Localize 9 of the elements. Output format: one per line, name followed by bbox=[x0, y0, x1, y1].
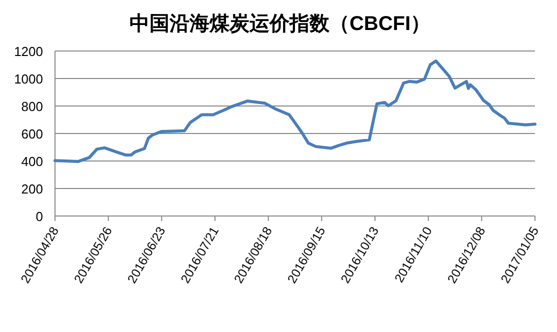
y-tick-label: 0 bbox=[36, 209, 43, 224]
y-tick-label: 800 bbox=[21, 99, 43, 114]
y-tick-label: 1000 bbox=[14, 72, 43, 86]
y-tick-label: 200 bbox=[21, 182, 43, 196]
chart-title: 中国沿海煤炭运价指数（CBCFI） bbox=[129, 13, 431, 35]
line-series bbox=[54, 60, 536, 164]
y-tick-label: 1200 bbox=[14, 44, 43, 59]
y-tick-label: 400 bbox=[21, 154, 43, 169]
y-tick-label: 600 bbox=[21, 126, 43, 142]
